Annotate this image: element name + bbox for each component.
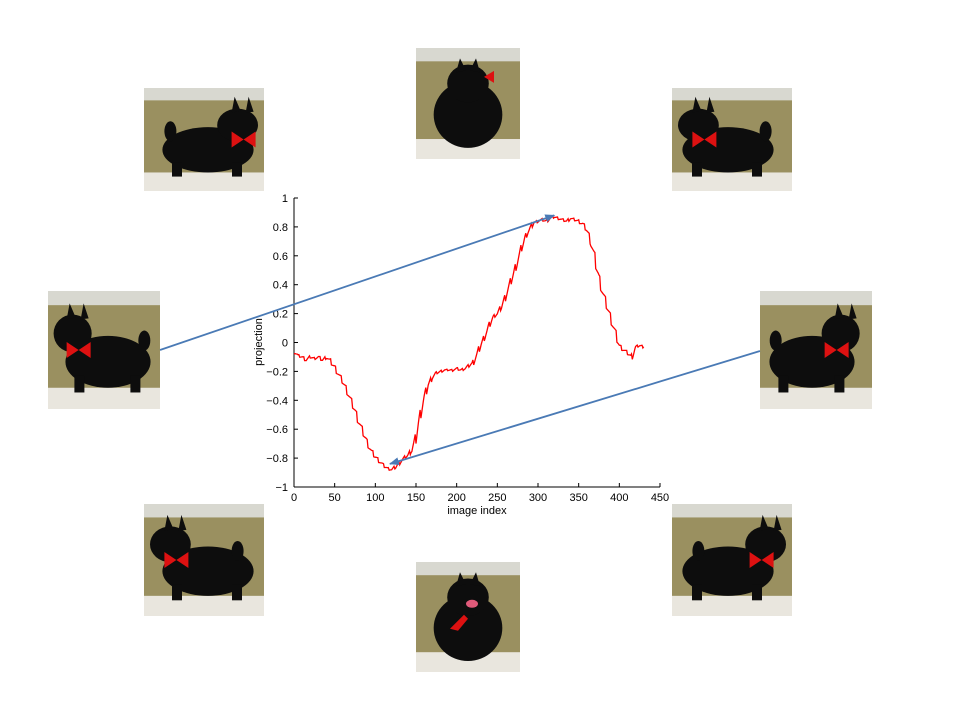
scottie-dog-photo [760, 291, 872, 409]
y-tick-label: 0.2 [273, 309, 288, 321]
x-tick-label: 250 [488, 492, 506, 504]
y-tick-label: 1 [282, 193, 288, 205]
scottie-dog-photo [416, 48, 520, 159]
scottie-dog-photo [48, 291, 160, 409]
y-axis-ticks: −1 −0.8 −0.6 −0.4 −0.2 0 0.2 0.4 0.6 0.8 1 [266, 193, 298, 494]
y-tick-label: 0.4 [273, 280, 288, 292]
x-tick-label: 100 [366, 492, 384, 504]
projection-series-line [293, 215, 645, 471]
y-tick-label: 0.6 [273, 251, 288, 263]
x-tick-label: 50 [329, 492, 341, 504]
y-tick-label: 0 [282, 338, 288, 350]
x-axis-ticks: 0 50 100 150 200 250 300 350 400 450 [291, 483, 669, 504]
x-tick-label: 400 [610, 492, 628, 504]
x-tick-label: 150 [407, 492, 425, 504]
y-tick-label: −1 [275, 482, 288, 494]
y-axis-label: projection [253, 318, 265, 366]
x-axis-label: image index [447, 505, 507, 517]
scottie-dog-photo [144, 88, 264, 191]
y-tick-label: −0.2 [266, 366, 288, 378]
y-tick-label: −0.4 [266, 395, 288, 407]
left-view-arrow [159, 214, 556, 351]
scottie-dog-photo [672, 504, 792, 616]
x-tick-label: 0 [291, 492, 297, 504]
plot-area [294, 198, 660, 487]
x-tick-label: 450 [651, 492, 669, 504]
projection-chart: −1 −0.8 −0.6 −0.4 −0.2 0 0.2 0.4 0.6 0.8 1 0 50 100 1… [253, 193, 669, 517]
x-tick-label: 300 [529, 492, 547, 504]
y-tick-label: −0.6 [266, 424, 288, 436]
dog-photo-thumbnails [48, 48, 872, 672]
y-tick-label: 0.8 [273, 222, 288, 234]
y-tick-label: −0.8 [266, 453, 288, 465]
scottie-dog-photo [416, 562, 520, 672]
right-view-arrow [389, 350, 761, 466]
scottie-dog-photo [144, 504, 264, 616]
scottie-dog-photo [672, 88, 792, 191]
x-tick-label: 350 [569, 492, 587, 504]
x-tick-label: 200 [447, 492, 465, 504]
